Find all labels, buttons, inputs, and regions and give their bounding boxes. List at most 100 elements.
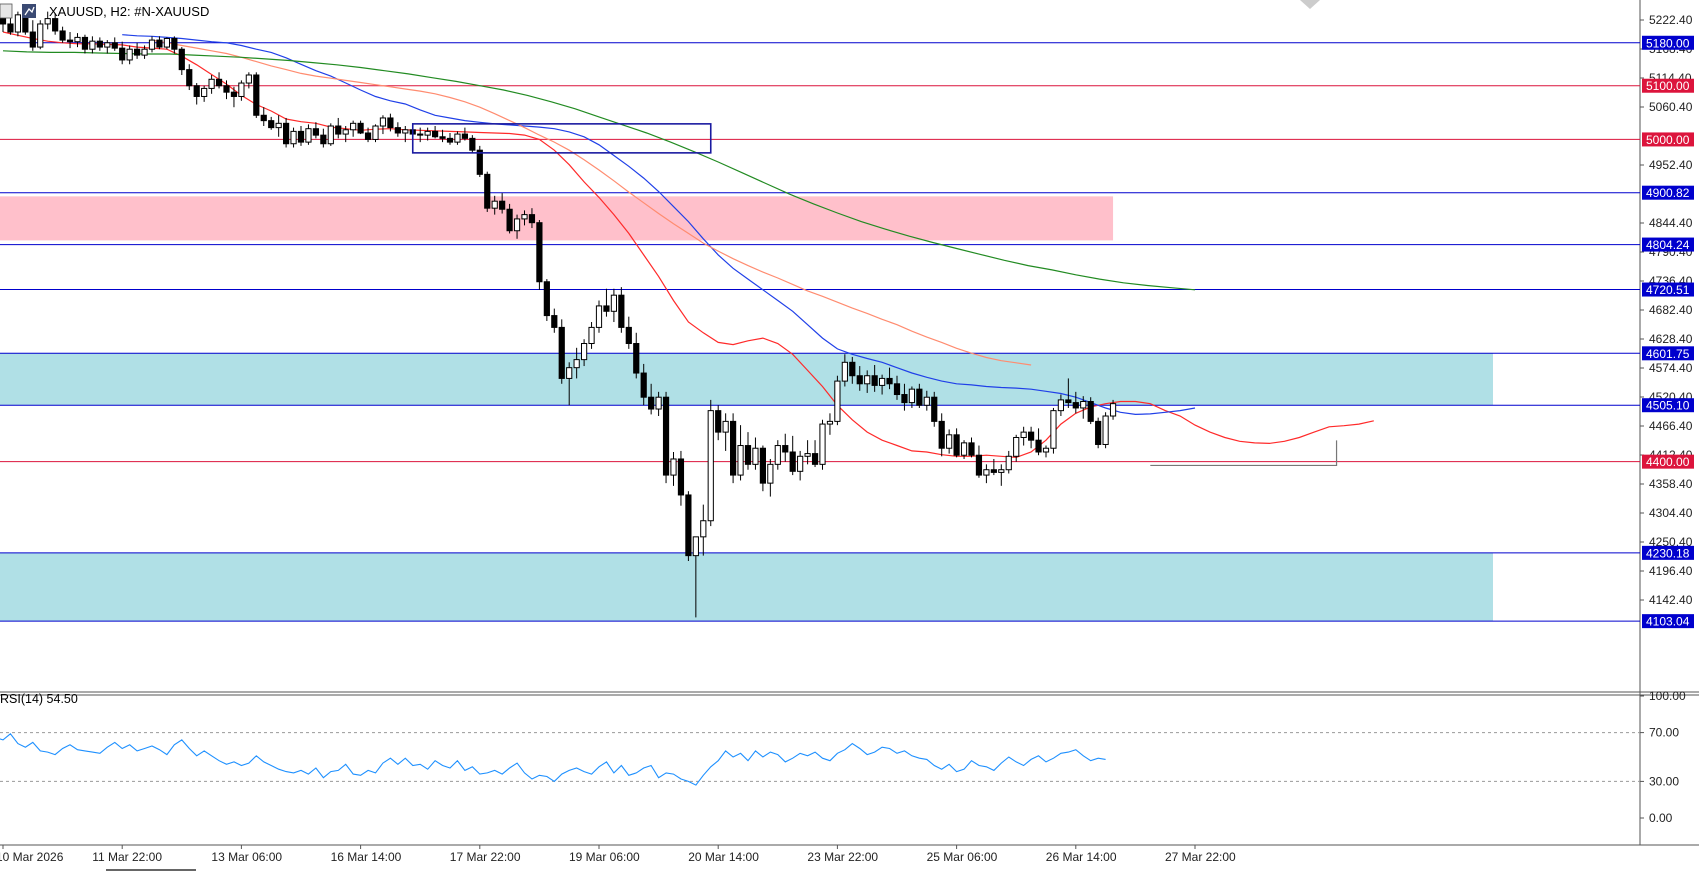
candle[interactable] (163, 37, 171, 50)
candle[interactable] (1005, 450, 1012, 474)
candle[interactable] (618, 287, 625, 333)
candle[interactable] (357, 120, 364, 135)
candle[interactable] (998, 464, 1005, 486)
candle[interactable] (819, 419, 826, 470)
candle[interactable] (953, 428, 960, 458)
candle[interactable] (826, 413, 834, 435)
candle[interactable] (148, 36, 156, 53)
candle[interactable] (119, 41, 126, 65)
candle[interactable] (834, 375, 841, 426)
candle[interactable] (394, 122, 401, 137)
candle[interactable] (268, 116, 275, 130)
candle[interactable] (752, 437, 759, 470)
candle[interactable] (670, 451, 677, 486)
candle[interactable] (81, 34, 89, 54)
candle[interactable] (1020, 426, 1027, 446)
candle[interactable] (104, 40, 111, 54)
candle[interactable] (379, 115, 387, 135)
candle[interactable] (722, 413, 729, 451)
candle[interactable] (290, 127, 297, 148)
candle[interactable] (908, 386, 915, 408)
chart-type-icon[interactable] (22, 4, 36, 18)
candle[interactable] (536, 219, 543, 290)
candle[interactable] (513, 214, 521, 239)
candle[interactable] (476, 145, 483, 178)
candle[interactable] (372, 124, 379, 143)
candle[interactable] (841, 354, 848, 387)
candle[interactable] (439, 129, 446, 143)
candle[interactable] (253, 72, 260, 118)
candle[interactable] (223, 80, 230, 100)
candle[interactable] (342, 126, 349, 143)
candle[interactable] (856, 366, 863, 391)
candle[interactable] (156, 36, 163, 50)
candle[interactable] (588, 322, 595, 349)
candle[interactable] (320, 128, 327, 148)
candle[interactable] (774, 440, 781, 470)
candle[interactable] (662, 391, 670, 484)
candle[interactable] (655, 391, 662, 417)
candle[interactable] (29, 20, 36, 51)
candle[interactable] (767, 458, 774, 497)
range-bracket[interactable] (1150, 440, 1338, 467)
chart-menu-icon[interactable] (0, 3, 13, 19)
candle[interactable] (648, 383, 655, 415)
candle[interactable] (1050, 407, 1057, 454)
candle[interactable] (730, 413, 737, 484)
candle[interactable] (1035, 428, 1042, 456)
candle[interactable] (305, 124, 312, 145)
candle[interactable] (871, 364, 878, 392)
candle[interactable] (454, 131, 461, 145)
candle[interactable] (74, 33, 81, 48)
candle[interactable] (968, 437, 975, 458)
candle[interactable] (208, 74, 215, 94)
candle[interactable] (193, 83, 200, 105)
candle[interactable] (201, 85, 208, 102)
candle[interactable] (364, 127, 372, 143)
candle[interactable] (186, 64, 193, 91)
candle[interactable] (700, 504, 707, 556)
candle[interactable] (737, 425, 744, 481)
candle[interactable] (432, 126, 439, 139)
candle[interactable] (886, 367, 893, 390)
candle[interactable] (566, 362, 573, 406)
candle[interactable] (685, 491, 692, 562)
candle[interactable] (782, 433, 789, 462)
candle[interactable] (44, 11, 51, 30)
candle[interactable] (171, 36, 178, 54)
candle[interactable] (595, 300, 603, 333)
candle[interactable] (1065, 378, 1072, 408)
candle[interactable] (1095, 417, 1102, 449)
candle[interactable] (983, 464, 990, 484)
candle[interactable] (178, 47, 185, 75)
candle[interactable] (946, 429, 953, 454)
candle[interactable] (469, 135, 476, 153)
candle[interactable] (335, 117, 342, 139)
candle[interactable] (126, 45, 133, 65)
candle[interactable] (543, 279, 550, 321)
candle[interactable] (879, 374, 886, 395)
candle[interactable] (215, 72, 223, 89)
candle[interactable] (923, 390, 930, 411)
candle[interactable] (1109, 399, 1117, 420)
candle[interactable] (893, 375, 901, 400)
candle[interactable] (446, 132, 454, 145)
candle[interactable] (96, 37, 103, 51)
candle[interactable] (491, 195, 498, 215)
candle[interactable] (37, 20, 44, 50)
candle[interactable] (811, 440, 819, 468)
candle[interactable] (804, 440, 811, 465)
candle[interactable] (89, 36, 96, 54)
candle[interactable] (245, 72, 252, 89)
candle[interactable] (938, 413, 945, 457)
candle[interactable] (141, 45, 148, 59)
candle[interactable] (7, 15, 14, 35)
candle[interactable] (715, 405, 722, 441)
candle[interactable] (1087, 397, 1094, 425)
candle[interactable] (499, 193, 506, 214)
candle[interactable] (633, 332, 640, 379)
candle[interactable] (1057, 394, 1065, 417)
candle[interactable] (387, 113, 394, 132)
candle[interactable] (789, 435, 796, 476)
